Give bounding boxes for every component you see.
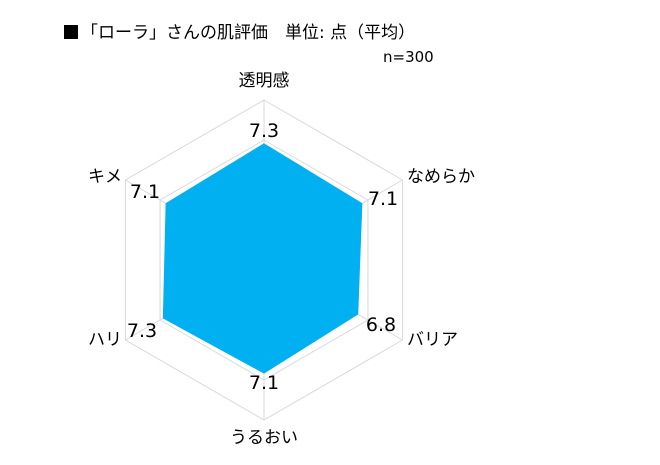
series-area xyxy=(162,143,363,374)
radar-series xyxy=(162,143,363,374)
axis-label: 透明感 xyxy=(239,71,290,91)
axis-label: キメ xyxy=(88,167,122,187)
axis-label: ハリ xyxy=(88,330,122,350)
square-bullet-icon xyxy=(64,25,78,39)
axis-label: うるおい xyxy=(230,428,298,448)
chart-title: 「ローラ」さんの肌評価 単位: 点（平均） xyxy=(64,18,415,43)
chart-title-text: 「ローラ」さんの肌評価 単位: 点（平均） xyxy=(81,23,416,43)
data-label: 7.1 xyxy=(368,188,398,210)
axis-label: バリア xyxy=(407,330,458,350)
sample-size-note: n=300 xyxy=(383,48,434,66)
data-label: 7.1 xyxy=(130,181,160,203)
axis-label: なめらか xyxy=(407,167,475,187)
data-label: 7.1 xyxy=(249,372,279,394)
data-label: 7.3 xyxy=(127,320,157,342)
data-label: 7.3 xyxy=(249,120,279,142)
data-label: 6.8 xyxy=(366,314,396,336)
